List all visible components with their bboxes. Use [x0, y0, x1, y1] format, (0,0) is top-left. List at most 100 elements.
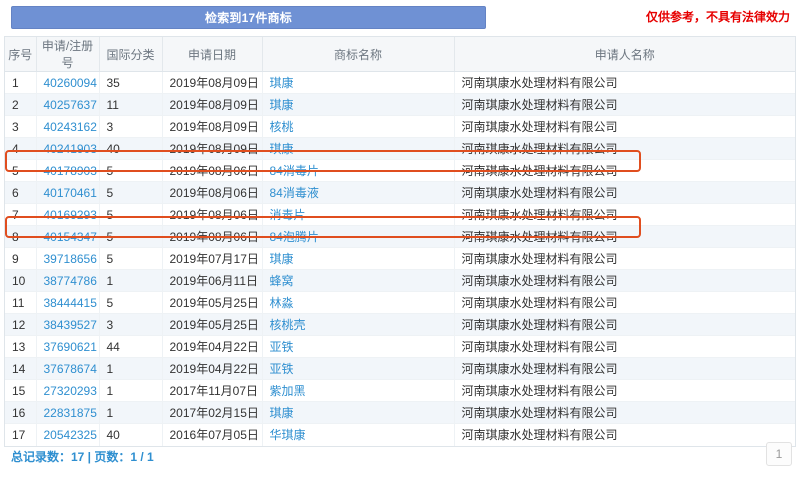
cell-seq: 10 [5, 269, 37, 292]
cell-registration-number-text[interactable]: 37690621 [43, 339, 97, 354]
cell-applicant-name: 河南琪康水处理材料有限公司 [454, 291, 795, 314]
cell-trademark-name-text[interactable]: 琪康 [269, 252, 294, 266]
cell-seq: 15 [5, 379, 37, 402]
cell-trademark-name: 蜂窝 [262, 269, 455, 292]
cell-seq: 6 [5, 181, 37, 204]
cell-international-class: 5 [99, 247, 163, 270]
column-header-class: 国际分类 [99, 37, 163, 72]
cell-international-class: 5 [99, 181, 163, 204]
cell-registration-number-text[interactable]: 40170461 [43, 185, 97, 200]
cell-trademark-name-text[interactable]: 84消毒液 [269, 186, 319, 200]
cell-registration-number-text[interactable]: 40257637 [43, 97, 97, 112]
cell-application-date: 2019年08月09日 [162, 71, 263, 94]
cell-international-class: 40 [99, 137, 163, 160]
cell-registration-number-text[interactable]: 40178903 [43, 163, 97, 178]
cell-seq: 12 [5, 313, 37, 336]
cell-trademark-name-text[interactable]: 琪康 [269, 98, 294, 112]
cell-trademark-name-text[interactable]: 消毒片 [269, 208, 306, 222]
cell-trademark-name-text[interactable]: 84泡腾片 [269, 230, 319, 244]
cell-applicant-name: 河南琪康水处理材料有限公司 [454, 269, 795, 292]
cell-application-date: 2019年05月25日 [162, 313, 263, 336]
cell-application-date: 2019年07月17日 [162, 247, 263, 270]
cell-trademark-name-text[interactable]: 核桃壳 [269, 318, 306, 332]
cell-applicant-name: 河南琪康水处理材料有限公司 [454, 115, 795, 138]
cell-trademark-name: 琪康 [262, 137, 455, 160]
cell-seq: 17 [5, 423, 37, 446]
record-count-summary: 总记录数：17 | 页数：1 / 1 [11, 450, 154, 464]
cell-trademark-name: 华琪康 [262, 423, 455, 446]
cell-international-class: 44 [99, 335, 163, 358]
cell-trademark-name-text[interactable]: 核桃 [269, 120, 294, 134]
cell-application-date: 2019年08月06日 [162, 225, 263, 248]
table-row: 2 40257637 11 2019年08月09日 琪康 河南琪康水处理材料有限公司 [5, 93, 795, 116]
cell-application-date: 2017年02月15日 [162, 401, 263, 424]
cell-registration-number-text[interactable]: 40154347 [43, 229, 97, 244]
cell-trademark-name: 核桃壳 [262, 313, 455, 336]
cell-applicant-name: 河南琪康水处理材料有限公司 [454, 225, 795, 248]
cell-application-date: 2019年04月22日 [162, 335, 263, 358]
cell-registration-number-text[interactable]: 20542325 [43, 427, 97, 442]
table-row: 3 40243162 3 2019年08月09日 核桃 河南琪康水处理材料有限公司 [5, 115, 795, 138]
cell-registration-number-text[interactable]: 22831875 [43, 405, 97, 420]
cell-international-class: 5 [99, 225, 163, 248]
cell-registration-number-text[interactable]: 40241903 [43, 141, 97, 156]
cell-registration-number-text[interactable]: 40260094 [43, 75, 97, 90]
cell-registration-number-text[interactable]: 40169293 [43, 207, 97, 222]
table-header: 序号 申请/注册号 国际分类 申请日期 商标名称 申请人名称 [5, 37, 795, 72]
cell-international-class: 5 [99, 291, 163, 314]
cell-registration-number: 40243162 [36, 115, 100, 138]
cell-trademark-name-text[interactable]: 琪康 [269, 406, 294, 420]
cell-registration-number: 37690621 [36, 335, 100, 358]
cell-registration-number-text[interactable]: 38774786 [43, 273, 97, 288]
cell-trademark-name: 核桃 [262, 115, 455, 138]
column-header-applicant: 申请人名称 [454, 37, 795, 72]
cell-registration-number: 40260094 [36, 71, 100, 94]
table-row: 9 39718656 5 2019年07月17日 琪康 河南琪康水处理材料有限公司 [5, 247, 795, 270]
cell-registration-number-text[interactable]: 39718656 [43, 251, 97, 266]
cell-international-class: 1 [99, 379, 163, 402]
table-row: 7 40169293 5 2019年08月06日 消毒片 河南琪康水处理材料有限公司 [5, 203, 795, 226]
cell-registration-number: 20542325 [36, 423, 100, 446]
cell-registration-number-text[interactable]: 40243162 [43, 119, 97, 134]
cell-applicant-name: 河南琪康水处理材料有限公司 [454, 181, 795, 204]
cell-trademark-name: 消毒片 [262, 203, 455, 226]
table-row: 1 40260094 35 2019年08月09日 琪康 河南琪康水处理材料有限公司 [5, 71, 795, 94]
cell-registration-number: 39718656 [36, 247, 100, 270]
cell-trademark-name-text[interactable]: 84消毒片 [269, 164, 319, 178]
table-row: 17 20542325 40 2016年07月05日 华琪康 河南琪康水处理材料有限公司 [5, 423, 795, 446]
column-header-seq: 序号 [5, 37, 37, 72]
cell-applicant-name: 河南琪康水处理材料有限公司 [454, 71, 795, 94]
cell-registration-number: 38774786 [36, 269, 100, 292]
cell-seq: 8 [5, 225, 37, 248]
cell-trademark-name-text[interactable]: 紫加黑 [269, 384, 306, 398]
pagination-page-1-button[interactable]: 1 [766, 442, 792, 466]
cell-application-date: 2019年06月11日 [162, 269, 263, 292]
cell-trademark-name: 84消毒片 [262, 159, 455, 182]
cell-international-class: 5 [99, 159, 163, 182]
cell-trademark-name-text[interactable]: 林淼 [269, 296, 294, 310]
table-row: 5 40178903 5 2019年08月06日 84消毒片 河南琪康水处理材料有限公司 [5, 159, 795, 182]
cell-trademark-name-text[interactable]: 亚铁 [269, 362, 294, 376]
cell-application-date: 2019年08月09日 [162, 137, 263, 160]
trademark-results-table-container: 序号 申请/注册号 国际分类 申请日期 商标名称 申请人名称 1 40260094… [4, 36, 796, 447]
table-row: 14 37678674 1 2019年04月22日 亚铁 河南琪康水处理材料有限公司 [5, 357, 795, 380]
cell-trademark-name-text[interactable]: 亚铁 [269, 340, 294, 354]
column-header-name: 商标名称 [262, 37, 455, 72]
table-row: 13 37690621 44 2019年04月22日 亚铁 河南琪康水处理材料有限公司 [5, 335, 795, 358]
cell-trademark-name-text[interactable]: 琪康 [269, 76, 294, 90]
cell-trademark-name: 亚铁 [262, 335, 455, 358]
cell-registration-number-text[interactable]: 38444415 [43, 295, 97, 310]
cell-registration-number-text[interactable]: 37678674 [43, 361, 97, 376]
cell-registration-number: 40257637 [36, 93, 100, 116]
cell-trademark-name: 亚铁 [262, 357, 455, 380]
cell-registration-number-text[interactable]: 27320293 [43, 383, 97, 398]
cell-registration-number: 27320293 [36, 379, 100, 402]
cell-seq: 4 [5, 137, 37, 160]
cell-trademark-name-text[interactable]: 琪康 [269, 142, 294, 156]
cell-trademark-name-text[interactable]: 蜂窝 [269, 274, 294, 288]
cell-trademark-name-text[interactable]: 华琪康 [269, 428, 306, 443]
cell-registration-number: 40169293 [36, 203, 100, 226]
cell-application-date: 2019年08月09日 [162, 93, 263, 116]
cell-registration-number-text[interactable]: 38439527 [43, 317, 97, 332]
cell-international-class: 1 [99, 401, 163, 424]
